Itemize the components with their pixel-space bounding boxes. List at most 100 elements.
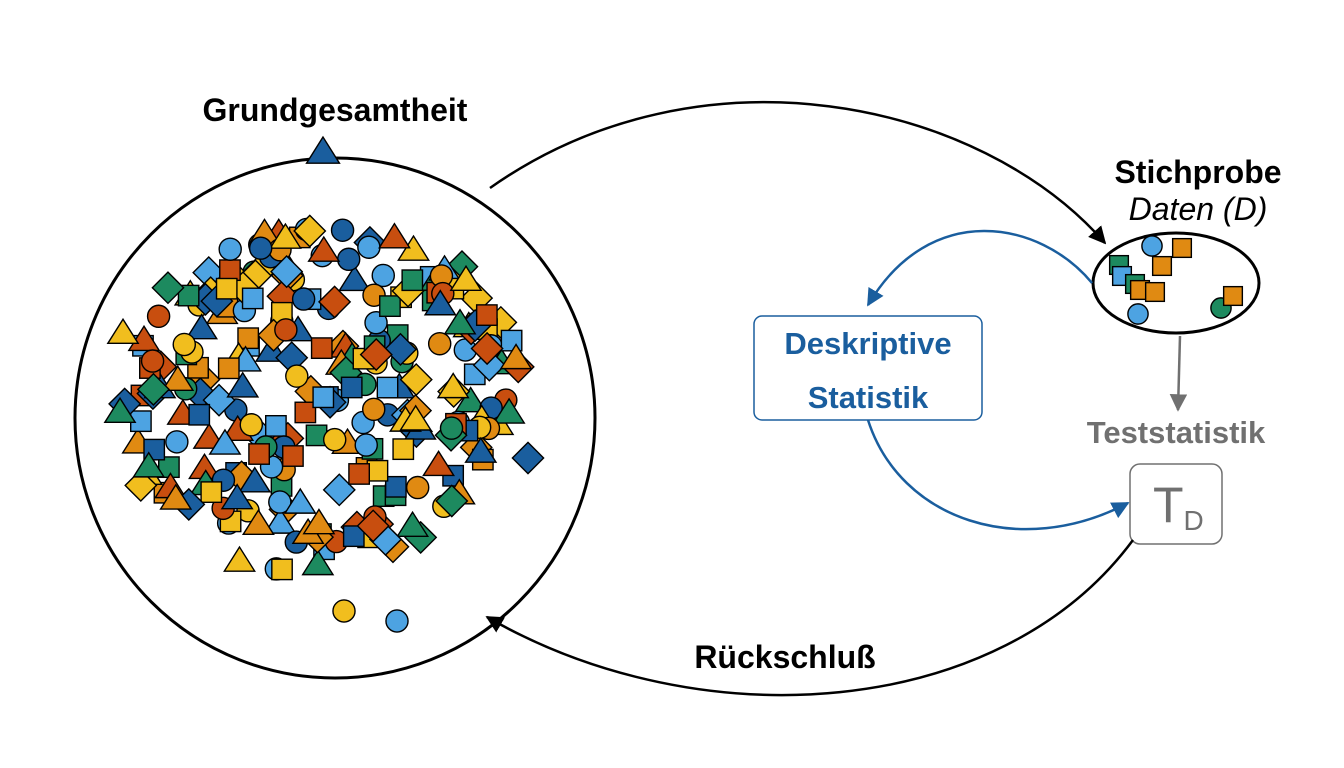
descriptive-line1: Deskriptive bbox=[784, 326, 951, 361]
triangle-marker bbox=[223, 545, 256, 572]
square-marker bbox=[1144, 281, 1166, 303]
circle-marker bbox=[274, 318, 298, 342]
square-marker bbox=[392, 438, 415, 461]
triangle-marker bbox=[449, 264, 483, 292]
square-marker bbox=[342, 525, 365, 548]
circle-marker bbox=[165, 430, 189, 454]
square-marker bbox=[384, 475, 407, 498]
square-marker bbox=[1171, 237, 1193, 259]
triangle-marker bbox=[338, 264, 372, 292]
triangle-marker bbox=[396, 510, 430, 537]
square-marker bbox=[241, 287, 264, 310]
circle-marker bbox=[330, 218, 355, 242]
sample-to-descriptive-arrow bbox=[866, 229, 1093, 307]
sample-title: Stichprobe bbox=[1114, 154, 1281, 190]
diamond-marker bbox=[359, 337, 393, 372]
triangle-marker bbox=[161, 364, 195, 392]
square-marker bbox=[1151, 255, 1173, 277]
circle-marker bbox=[354, 433, 378, 457]
circle-marker bbox=[405, 475, 430, 500]
triangle-marker bbox=[159, 483, 193, 510]
sample-ellipse bbox=[1091, 231, 1261, 335]
square-marker bbox=[1222, 285, 1244, 307]
circle-marker bbox=[371, 263, 396, 288]
square-marker bbox=[188, 403, 211, 426]
circle-marker bbox=[322, 427, 347, 452]
inference-arrow bbox=[485, 539, 1135, 697]
square-marker bbox=[177, 284, 200, 307]
circle-marker bbox=[140, 349, 165, 373]
square-marker bbox=[366, 459, 389, 482]
circle-marker bbox=[336, 247, 361, 272]
square-marker bbox=[294, 401, 317, 424]
test-statistic-main: T bbox=[1153, 477, 1184, 533]
square-marker bbox=[310, 337, 333, 360]
square-marker bbox=[282, 445, 304, 467]
circle-marker bbox=[361, 397, 386, 422]
triangle-marker bbox=[241, 508, 275, 536]
square-marker bbox=[401, 269, 424, 292]
diamond-marker bbox=[470, 331, 504, 366]
circle-marker bbox=[218, 237, 242, 261]
test-statistic-box bbox=[1129, 463, 1223, 545]
circle-marker bbox=[1127, 303, 1149, 325]
circle-marker bbox=[364, 310, 388, 335]
triangle-marker bbox=[492, 397, 526, 424]
triangle-marker bbox=[307, 235, 341, 262]
square-marker bbox=[340, 376, 363, 399]
circle-marker bbox=[427, 331, 452, 356]
triangle-marker bbox=[263, 507, 297, 534]
triangle-marker bbox=[268, 222, 302, 249]
triangle-marker bbox=[301, 549, 335, 576]
diamond-marker bbox=[124, 468, 158, 503]
triangle-marker bbox=[238, 466, 272, 493]
circle-marker bbox=[268, 490, 292, 514]
diamond-marker bbox=[435, 484, 469, 518]
triangle-marker bbox=[283, 487, 317, 514]
diamond-marker bbox=[136, 372, 171, 406]
triangle-marker bbox=[302, 508, 336, 535]
triangle-marker bbox=[422, 450, 456, 477]
inference-label: Rückschluß bbox=[694, 639, 875, 675]
triangle-marker bbox=[499, 343, 533, 370]
triangle-marker bbox=[106, 317, 140, 345]
circle-marker bbox=[172, 332, 197, 357]
diamond-marker bbox=[399, 362, 433, 397]
sampling-arrow bbox=[489, 101, 1107, 245]
triangle-marker bbox=[443, 308, 477, 335]
population-markers bbox=[103, 135, 545, 633]
sample-subtitle: Daten (D) bbox=[1129, 191, 1268, 227]
circle-marker bbox=[385, 609, 409, 633]
square-marker bbox=[237, 327, 260, 350]
triangle-marker bbox=[423, 289, 457, 316]
test-statistic-subscript: D bbox=[1184, 505, 1204, 536]
triangle-marker bbox=[185, 313, 219, 340]
population-title: Grundgesamtheit bbox=[203, 92, 468, 128]
square-marker bbox=[348, 463, 370, 485]
sample-markers bbox=[1108, 235, 1244, 325]
diamond-marker bbox=[293, 214, 327, 248]
triangle-marker bbox=[378, 222, 411, 249]
triangle-marker bbox=[436, 372, 470, 399]
square-marker bbox=[376, 376, 399, 399]
square-marker bbox=[475, 304, 498, 326]
triangle-marker bbox=[454, 386, 488, 413]
circle-marker bbox=[146, 304, 171, 329]
triangle-marker bbox=[127, 324, 161, 352]
square-marker bbox=[379, 295, 401, 318]
triangle-marker bbox=[132, 451, 166, 478]
diamond-marker bbox=[356, 509, 390, 543]
diamond-marker bbox=[383, 332, 418, 366]
sample-to-test-arrow bbox=[1169, 335, 1188, 412]
square-marker bbox=[200, 481, 223, 504]
test-statistic-symbol: TD bbox=[1153, 477, 1204, 536]
square-marker bbox=[217, 357, 240, 380]
triangle-marker bbox=[464, 436, 498, 463]
circle-marker bbox=[248, 236, 273, 260]
descriptive-to-test-arrow bbox=[866, 419, 1130, 531]
circle-marker bbox=[357, 235, 381, 259]
square-marker bbox=[219, 259, 241, 282]
circle-marker bbox=[332, 599, 356, 623]
square-marker bbox=[312, 386, 335, 409]
circle-marker bbox=[285, 364, 309, 388]
